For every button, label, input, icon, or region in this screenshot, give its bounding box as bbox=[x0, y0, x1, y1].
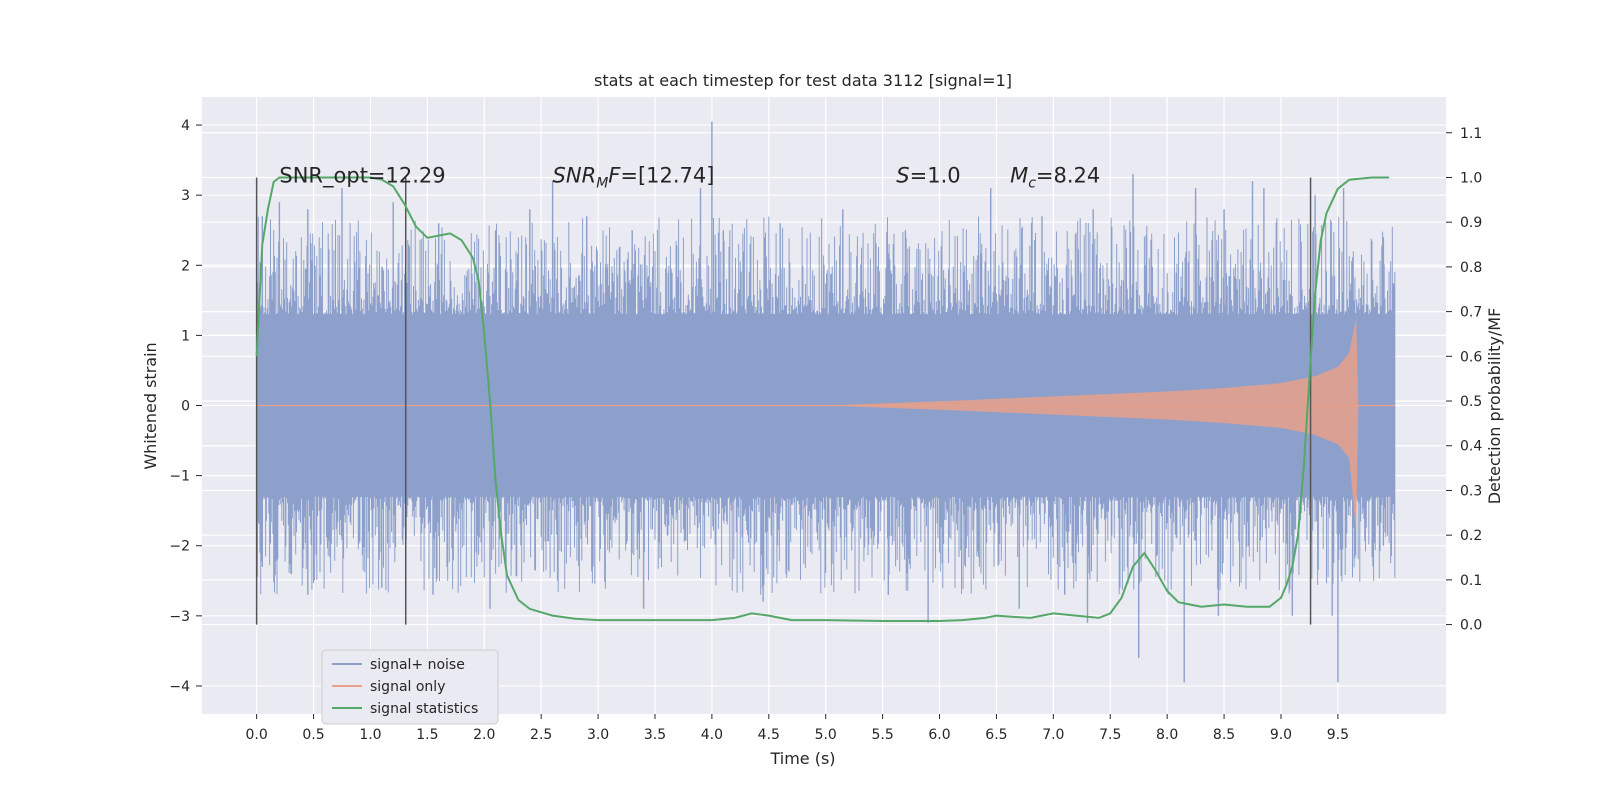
y-tick-label-right: 1.0 bbox=[1460, 170, 1482, 186]
y-tick-label-right: 0.6 bbox=[1460, 349, 1482, 365]
x-tick-label: 9.0 bbox=[1270, 727, 1292, 743]
x-axis: 0.0 0.5 1.0 1.5 2.0 2.5 3.0 3.5 4.0 4.5 5.0 5.5 6.0 6… bbox=[245, 714, 1349, 743]
y-tick-label-left: −4 bbox=[169, 679, 190, 695]
stats-line bbox=[255, 176, 1390, 622]
y-tick-label-left: −3 bbox=[169, 609, 190, 625]
y-tick-label-right: 1.1 bbox=[1460, 126, 1482, 142]
y-tick-label-right: 0.5 bbox=[1460, 394, 1482, 410]
y-tick-label-right: 0.2 bbox=[1460, 528, 1482, 544]
y-tick-label-right: 0.4 bbox=[1460, 439, 1482, 455]
legend-label-stats: signal statistics bbox=[370, 701, 478, 717]
vertical-markers bbox=[255, 177, 1312, 625]
signal-envelope bbox=[825, 317, 1359, 533]
series-signal-only bbox=[256, 317, 1395, 533]
annotation-snr-opt: SNR_opt=12.29 bbox=[279, 164, 445, 189]
y-axis-label-left: Whitened strain bbox=[141, 342, 160, 469]
y-tick-label-right: 0.8 bbox=[1460, 260, 1482, 276]
x-tick-label: 2.5 bbox=[530, 727, 552, 743]
y-tick-label-left: −1 bbox=[169, 469, 190, 485]
x-tick-label: 4.5 bbox=[758, 727, 780, 743]
x-tick-label: 6.0 bbox=[928, 727, 950, 743]
legend-label-signal: signal only bbox=[370, 679, 445, 695]
annotations: SNR_opt=12.29 SNRMF=[12.74] S=1.0 Mc=8.24 bbox=[279, 164, 1100, 192]
x-tick-label: 7.0 bbox=[1042, 727, 1064, 743]
y-axis-label-right: Detection probability/MF bbox=[1485, 308, 1504, 505]
x-tick-label: 2.0 bbox=[473, 727, 495, 743]
y-tick-label-left: 1 bbox=[181, 328, 190, 344]
x-tick-label: 5.0 bbox=[815, 727, 837, 743]
y-tick-label-left: 3 bbox=[181, 188, 190, 204]
y-tick-label-right: 0.1 bbox=[1460, 573, 1482, 589]
y-tick-label-right: 0.0 bbox=[1460, 618, 1482, 634]
annotation-snr-mf: SNRMF=[12.74] bbox=[553, 164, 715, 192]
y-tick-label-right: 0.3 bbox=[1460, 483, 1482, 499]
x-tick-label: 7.5 bbox=[1099, 727, 1121, 743]
y-axis-right: 0.0 0.1 0.2 0.3 0.4 0.5 0.6 0.7 0.8 0.9 1.0 1.1 bbox=[1446, 126, 1482, 634]
legend: signal+ noise signal only signal statist… bbox=[321, 649, 499, 725]
annotation-s: S=1.0 bbox=[896, 164, 960, 188]
y-tick-label-left: 4 bbox=[181, 118, 190, 134]
y-axis-left: −4 −3 −2 −1 0 1 2 3 4 bbox=[169, 118, 202, 695]
x-tick-label: 0.0 bbox=[245, 727, 267, 743]
x-axis-label: Time (s) bbox=[769, 749, 835, 768]
y-tick-label-left: −2 bbox=[169, 539, 190, 555]
y-tick-label-left: 2 bbox=[181, 258, 190, 274]
x-tick-label: 0.5 bbox=[302, 727, 324, 743]
chart-title: stats at each timestep for test data 311… bbox=[594, 71, 1012, 90]
x-tick-label: 4.0 bbox=[701, 727, 723, 743]
x-tick-label: 5.5 bbox=[871, 727, 893, 743]
series-signal-statistics bbox=[255, 176, 1390, 622]
x-tick-label: 9.5 bbox=[1327, 727, 1349, 743]
legend-label-noise: signal+ noise bbox=[370, 657, 465, 673]
x-tick-label: 8.0 bbox=[1156, 727, 1178, 743]
x-tick-label: 3.0 bbox=[587, 727, 609, 743]
x-tick-label: 1.0 bbox=[359, 727, 381, 743]
annotation-mc: Mc=8.24 bbox=[1010, 164, 1100, 192]
legend-box bbox=[321, 649, 499, 725]
noise-peaks bbox=[261, 121, 1385, 683]
x-tick-label: 6.5 bbox=[985, 727, 1007, 743]
x-tick-label: 8.5 bbox=[1213, 727, 1235, 743]
y-tick-label-left: 0 bbox=[181, 399, 190, 415]
x-tick-label: 1.5 bbox=[416, 727, 438, 743]
y-tick-label-right: 0.7 bbox=[1460, 305, 1482, 321]
x-tick-label: 3.5 bbox=[644, 727, 666, 743]
y-tick-label-right: 0.9 bbox=[1460, 215, 1482, 231]
